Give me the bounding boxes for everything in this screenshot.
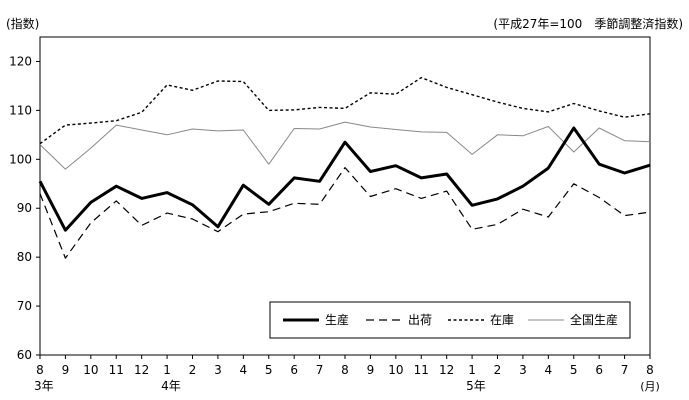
x-year-label: 4年 [161,379,181,393]
y-unit-label: (指数) [6,16,39,31]
x-tick-label: 12 [134,363,149,377]
series-line-3 [39,76,651,145]
x-unit-label: (月) [640,380,660,393]
series-line-2 [39,167,651,259]
y-tick-label: 60 [17,348,32,362]
x-year-label: 5年 [466,379,486,393]
series-layer [38,76,651,259]
legend-label-3: 在庫 [490,313,514,327]
x-tick-label: 6 [595,363,603,377]
x-tick-label: 1 [468,363,476,377]
chart-subtitle: (平成27年=100 季節調整済指数) [493,16,683,31]
series-line-4 [39,121,651,170]
legend-label-4: 全国生産 [570,312,618,327]
x-tick-label: 12 [439,363,454,377]
y-tick-label: 100 [9,152,32,166]
x-tick-label: 3 [214,363,222,377]
x-tick-label: 8 [646,363,654,377]
x-tick-label: 5 [570,363,578,377]
y-tick-label: 70 [17,299,32,313]
y-tick-label: 80 [17,250,32,264]
y-tick-label: 110 [9,103,32,117]
x-tick-label: 2 [189,363,197,377]
x-tick-label: 11 [414,363,429,377]
x-tick-label: 7 [621,363,629,377]
x-tick-label: 2 [494,363,502,377]
x-tick-label: 11 [109,363,124,377]
y-axis: 60 70 80 90 100 110 120 [9,54,40,362]
series-line-1 [38,126,651,232]
x-axis: 8 9 10 11 12 1 2 3 4 5 6 7 8 9 10 11 12 1 2 3 4 5 6 7 83年 4年 5年 (月) [34,355,660,393]
legend-label-2: 出荷 [408,313,432,327]
y-tick-label: 120 [9,54,32,68]
x-tick-label: 6 [290,363,298,377]
x-tick-label: 7 [316,363,324,377]
x-tick-label: 10 [388,363,403,377]
x-tick-label: 8 [341,363,349,377]
legend-label-1: 生産 [325,312,349,327]
y-tick-label: 90 [17,201,32,215]
legend: 生産 出荷 在庫 全国生産 [269,301,631,339]
x-tick-label: 10 [83,363,98,377]
x-tick-label: 9 [367,363,375,377]
x-tick-label: 4 [545,363,553,377]
x-tick-label: 3 [519,363,527,377]
x-year-label: 3年 [34,379,54,393]
x-tick-label: 8 [36,363,44,377]
x-tick-label: 9 [62,363,70,377]
x-tick-label: 4 [240,363,248,377]
x-tick-label: 1 [163,363,171,377]
x-tick-label: 5 [265,363,273,377]
